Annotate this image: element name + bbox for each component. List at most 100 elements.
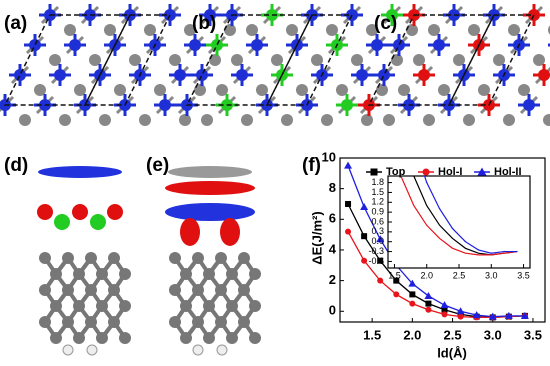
atom (189, 39, 201, 51)
legend-label: Hol-II (494, 166, 522, 178)
y-tick-label: 6 (329, 211, 336, 226)
atom (119, 268, 131, 280)
atom (96, 332, 108, 344)
legend-label: Hol-I (438, 166, 462, 178)
atom (174, 69, 186, 81)
atom (271, 54, 283, 66)
atom (311, 54, 323, 66)
atom (418, 69, 430, 81)
atom (361, 114, 373, 126)
atom (204, 9, 216, 21)
series-group (400, 142, 519, 256)
atom (366, 24, 378, 36)
data-point (520, 311, 529, 319)
atom (201, 114, 213, 126)
cell-outline (83, 14, 172, 106)
atom (341, 99, 353, 111)
atom (169, 54, 181, 66)
y-axis-label: ΔE(J/m²) (309, 211, 324, 264)
data-point (422, 168, 430, 176)
y-tick-label: 1.5 (371, 187, 384, 197)
data-point (503, 250, 506, 252)
atom (406, 24, 418, 36)
atom (196, 69, 208, 81)
series-group (344, 161, 529, 321)
y-tick-label: 0 (329, 303, 336, 318)
atom (249, 268, 261, 280)
atom (286, 24, 298, 36)
density (165, 181, 255, 195)
atom (453, 54, 465, 66)
data-point (425, 181, 428, 183)
atom (543, 114, 550, 126)
atom (428, 24, 440, 36)
x-tick-label: 1.5 (363, 327, 381, 342)
atom (398, 84, 410, 96)
x-tick-label: 3.5 (524, 327, 542, 342)
x-tick-label: 2.5 (444, 327, 462, 342)
density (180, 218, 200, 246)
atom (391, 54, 403, 66)
x-tick-label: 2.0 (420, 270, 433, 280)
data-point (424, 291, 433, 299)
atom (378, 69, 390, 81)
data-point (344, 161, 353, 169)
atom (371, 39, 383, 51)
atom (139, 114, 151, 126)
x-tick-label: 3.5 (517, 270, 530, 280)
atom (39, 316, 51, 328)
x-tick-label: 1.5 (388, 270, 401, 280)
series-line (400, 176, 518, 256)
atom (246, 24, 258, 36)
atom (216, 344, 228, 356)
data-point (425, 306, 432, 313)
atom (192, 344, 204, 356)
y-tick-label: -0.6 (368, 256, 384, 266)
atom (62, 284, 74, 296)
atom (249, 332, 261, 344)
atom (169, 284, 181, 296)
data-point (345, 228, 352, 235)
y-tick-label: 0.3 (371, 226, 384, 236)
molecule (168, 166, 252, 178)
x-tick-label: 2.0 (403, 327, 421, 342)
atom (215, 252, 227, 264)
structures (0, 4, 550, 356)
data-point (413, 142, 415, 143)
atom (376, 84, 388, 96)
atom (54, 69, 66, 81)
density (165, 203, 255, 221)
data-point (377, 277, 384, 284)
data-point (440, 301, 449, 309)
data-point (451, 227, 454, 229)
atom (180, 300, 192, 312)
atom (393, 39, 405, 51)
atom (108, 252, 120, 264)
data-point (441, 311, 448, 318)
data-point (477, 167, 487, 176)
atom (238, 252, 250, 264)
atom (90, 214, 106, 230)
atom (215, 316, 227, 328)
atom (386, 9, 398, 21)
y-tick-label: 0.0 (371, 236, 384, 246)
inset-background (388, 176, 530, 268)
atom (96, 268, 108, 280)
atom (215, 284, 227, 296)
atom (192, 316, 204, 328)
density (220, 218, 240, 246)
atom (73, 268, 85, 280)
atom (99, 114, 111, 126)
data-point (457, 313, 464, 320)
atom (383, 114, 395, 126)
x-axis-label: ld(Å) (437, 345, 467, 360)
atom (226, 300, 238, 312)
atom (238, 284, 250, 296)
atom (211, 39, 223, 51)
data-point (393, 291, 400, 298)
atom (224, 24, 236, 36)
atom (336, 84, 348, 96)
data-point (472, 311, 481, 319)
panel-label: (e) (146, 155, 169, 176)
data-point (360, 203, 369, 211)
